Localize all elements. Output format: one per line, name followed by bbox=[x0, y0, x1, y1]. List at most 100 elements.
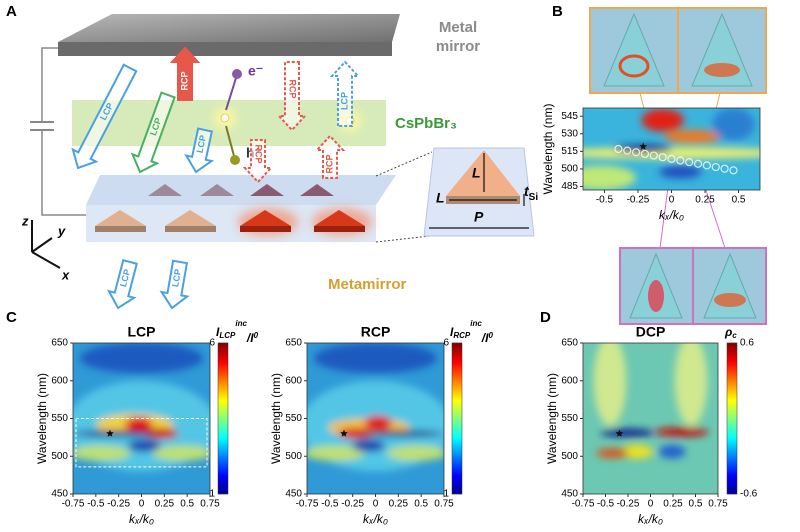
label: Si bbox=[529, 192, 539, 203]
y-tick-label: 545 bbox=[561, 111, 578, 122]
y-tick-label: 500 bbox=[51, 451, 68, 462]
mode-marker bbox=[649, 151, 658, 160]
y-tick-label: 530 bbox=[561, 128, 578, 139]
y-tick-label: 600 bbox=[561, 375, 578, 386]
colorbar bbox=[451, 342, 463, 495]
x-tick-label: 0 bbox=[648, 499, 654, 510]
arrow-label: LCP bbox=[170, 268, 183, 287]
field-blob bbox=[600, 428, 655, 438]
colorbar bbox=[726, 342, 738, 495]
mode-marker bbox=[720, 164, 729, 173]
light-arrow: RCP bbox=[169, 46, 201, 101]
label-part: I bbox=[450, 325, 454, 339]
x-axis-label: kₓ/k₀ bbox=[129, 512, 154, 526]
y-tick-label: 500 bbox=[561, 451, 578, 462]
label-part: 0 bbox=[488, 331, 493, 340]
y-tick-label: 650 bbox=[51, 338, 68, 349]
x-tick-label: -0.75 bbox=[296, 499, 319, 510]
y-tick-label: 500 bbox=[561, 164, 578, 175]
plot-title: RCP bbox=[361, 324, 391, 340]
colorbar-tick-label: 6 bbox=[443, 338, 449, 349]
y-tick-label: 650 bbox=[561, 338, 578, 349]
metal-mirror bbox=[58, 14, 400, 42]
x-tick-label: 0 bbox=[139, 499, 145, 510]
colorbar-tick-label: -0.6 bbox=[740, 489, 758, 500]
mode-insets bbox=[589, 7, 767, 325]
arrow-label: RCP bbox=[324, 154, 334, 173]
x-tick-label: 0.75 bbox=[434, 499, 454, 510]
metal-mirror-edge bbox=[58, 42, 392, 56]
y-axis-label: Wavelength (nm) bbox=[541, 104, 555, 195]
heatmap bbox=[73, 343, 210, 494]
y-tick-label: 450 bbox=[285, 489, 302, 500]
field-blob bbox=[79, 343, 204, 374]
metasurface-top bbox=[86, 175, 396, 205]
dimension-label: P bbox=[474, 209, 484, 225]
field-blob bbox=[583, 147, 760, 159]
field-blob bbox=[313, 343, 438, 374]
arrow-shape bbox=[276, 61, 308, 132]
y-tick-label: 450 bbox=[51, 489, 68, 500]
star-marker bbox=[639, 142, 647, 150]
meta-atoms bbox=[95, 184, 365, 232]
field-blob bbox=[73, 445, 131, 461]
arrow-shape bbox=[184, 127, 215, 174]
field-blob bbox=[386, 445, 444, 461]
field-blob bbox=[664, 130, 722, 144]
mode-marker bbox=[702, 161, 712, 170]
arrow-shape bbox=[169, 46, 201, 101]
field-blob bbox=[125, 416, 153, 433]
field-blob bbox=[674, 343, 708, 427]
mode-marker bbox=[729, 166, 738, 175]
heatmap-field bbox=[307, 343, 444, 472]
x-tick-label: -0.25 bbox=[341, 499, 364, 510]
plot-title: LCP bbox=[128, 324, 156, 340]
y-tick-label: 485 bbox=[561, 181, 578, 192]
x-tick-label: 0 bbox=[669, 195, 675, 206]
panel-label: A bbox=[6, 3, 17, 20]
x-tick-label: 0.75 bbox=[708, 499, 728, 510]
arrow-shape bbox=[314, 134, 346, 179]
dimension-label: L bbox=[436, 190, 445, 206]
field-blob bbox=[307, 445, 365, 461]
wire bbox=[41, 130, 88, 216]
mode-marker bbox=[631, 148, 641, 157]
label-part: /I bbox=[246, 331, 254, 345]
heatmap-field bbox=[73, 343, 210, 472]
arrow-shape bbox=[71, 63, 138, 170]
y-tick-label: 450 bbox=[561, 489, 578, 500]
light-arrow: LCP bbox=[184, 127, 215, 174]
arrow-label: RCP bbox=[254, 144, 264, 163]
arrow-label: RCP bbox=[179, 71, 189, 90]
wire bbox=[41, 47, 60, 122]
label: Metamirror bbox=[328, 276, 407, 293]
colorbar-tick-label: 6 bbox=[209, 338, 215, 349]
y-axis-label: Wavelength (nm) bbox=[269, 373, 283, 464]
mode-marker bbox=[667, 154, 676, 163]
field-blob bbox=[654, 427, 709, 437]
x-tick-label: 0.25 bbox=[695, 195, 715, 206]
carrier-path bbox=[225, 125, 235, 157]
light-arrow: LCP bbox=[159, 259, 190, 310]
heatmap bbox=[583, 108, 760, 190]
mode-marker bbox=[693, 159, 703, 168]
field-blob bbox=[658, 444, 686, 459]
star-marker bbox=[340, 429, 348, 437]
x-tick-label: 0.5 bbox=[732, 195, 746, 206]
arrow-shape bbox=[329, 60, 361, 127]
star-marker bbox=[106, 429, 114, 437]
axis-label: z bbox=[21, 213, 29, 228]
x-tick-label: 0.5 bbox=[180, 499, 194, 510]
field-blob bbox=[142, 428, 179, 439]
heatmap-field bbox=[593, 343, 709, 459]
field-blob bbox=[583, 165, 637, 190]
y-tick-label: 650 bbox=[285, 338, 302, 349]
label-part: LCP bbox=[219, 331, 236, 340]
y-tick-label: 600 bbox=[285, 375, 302, 386]
heatmap bbox=[307, 343, 444, 494]
schematic: Metal mirror CsPbBr₃ Metamirror e⁻ h⁺ bbox=[21, 14, 538, 293]
arrow-label: RCP bbox=[288, 79, 298, 98]
zoom-line bbox=[375, 235, 431, 243]
hole bbox=[230, 155, 240, 165]
x-tick-label: 0 bbox=[373, 499, 379, 510]
